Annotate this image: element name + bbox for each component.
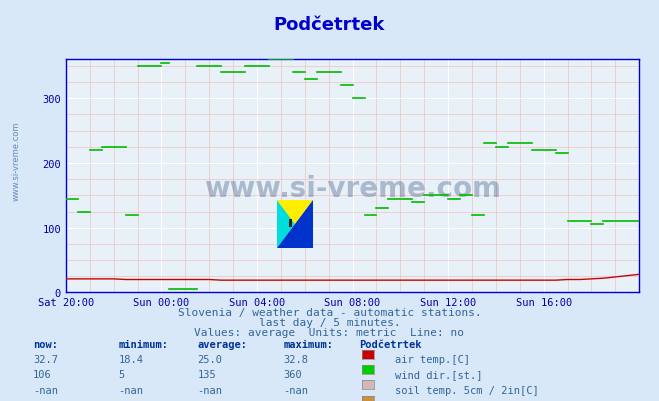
Text: -nan: -nan <box>119 385 144 395</box>
Text: minimum:: minimum: <box>119 339 169 349</box>
Text: average:: average: <box>198 339 248 349</box>
Text: 32.8: 32.8 <box>283 354 308 364</box>
Text: 32.7: 32.7 <box>33 354 58 364</box>
Text: wind dir.[st.]: wind dir.[st.] <box>395 369 483 379</box>
Text: Values: average  Units: metric  Line: no: Values: average Units: metric Line: no <box>194 327 465 337</box>
Text: Podčetrtek: Podčetrtek <box>273 16 386 34</box>
Bar <box>289 220 293 227</box>
Text: -nan: -nan <box>198 400 223 401</box>
Text: www.si-vreme.com: www.si-vreme.com <box>12 121 21 200</box>
Text: 106: 106 <box>33 369 51 379</box>
Text: soil temp. 5cm / 2in[C]: soil temp. 5cm / 2in[C] <box>395 385 539 395</box>
Text: 18.4: 18.4 <box>119 354 144 364</box>
Text: -nan: -nan <box>283 400 308 401</box>
Text: soil temp. 10cm / 4in[C]: soil temp. 10cm / 4in[C] <box>395 400 546 401</box>
Text: 360: 360 <box>283 369 302 379</box>
Text: Slovenia / weather data - automatic stations.: Slovenia / weather data - automatic stat… <box>178 307 481 317</box>
Text: 135: 135 <box>198 369 216 379</box>
Text: -nan: -nan <box>119 400 144 401</box>
Text: -nan: -nan <box>33 385 58 395</box>
Text: now:: now: <box>33 339 58 349</box>
Text: last day / 5 minutes.: last day / 5 minutes. <box>258 317 401 327</box>
Polygon shape <box>277 200 313 249</box>
Text: 5: 5 <box>119 369 125 379</box>
Text: 25.0: 25.0 <box>198 354 223 364</box>
Polygon shape <box>277 200 295 249</box>
Text: maximum:: maximum: <box>283 339 333 349</box>
Text: air temp.[C]: air temp.[C] <box>395 354 471 364</box>
Polygon shape <box>277 200 313 249</box>
Text: Podčetrtek: Podčetrtek <box>359 339 422 349</box>
Text: -nan: -nan <box>283 385 308 395</box>
Text: -nan: -nan <box>198 385 223 395</box>
Text: www.si-vreme.com: www.si-vreme.com <box>204 174 501 202</box>
Text: -nan: -nan <box>33 400 58 401</box>
